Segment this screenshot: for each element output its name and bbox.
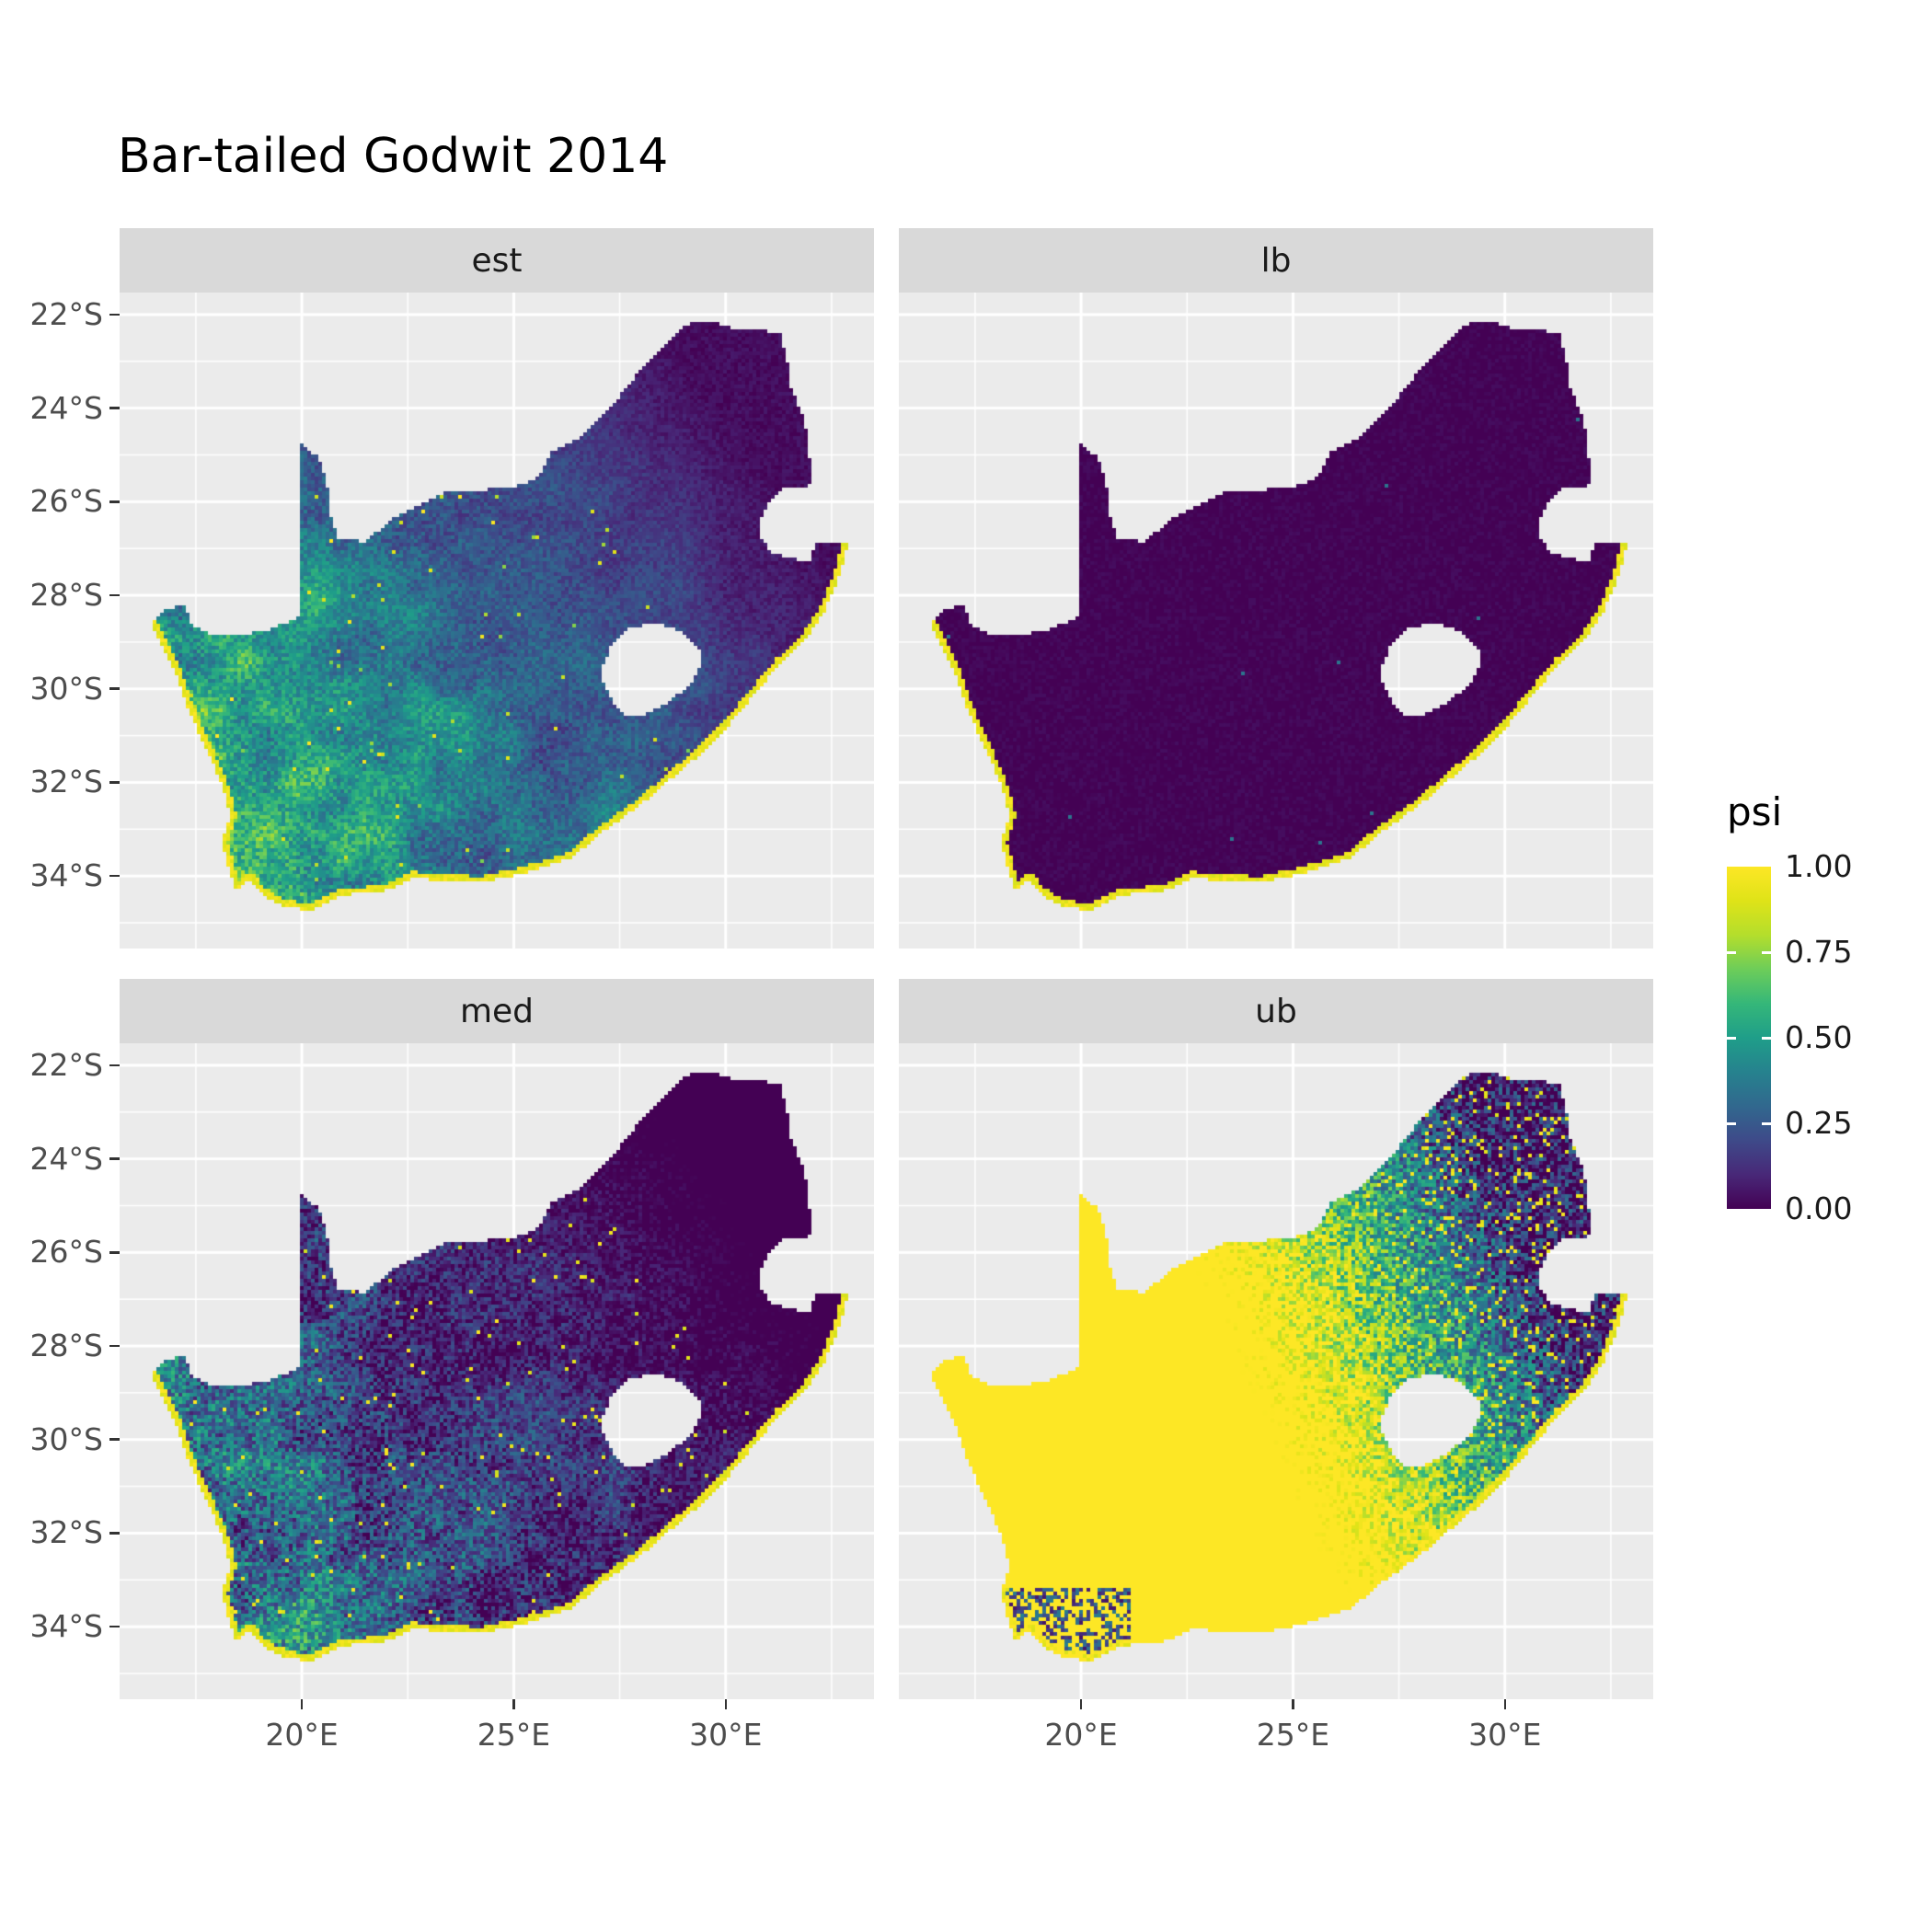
legend-colorbar-tick (1727, 1121, 1736, 1125)
y-tick-label: 34°S (29, 1608, 103, 1645)
x-tick-label: 20°E (1044, 1717, 1118, 1753)
legend-tick-label: 0.50 (1785, 1019, 1853, 1055)
facet-strip-label: est (471, 241, 523, 280)
map-canvas-est (120, 293, 874, 949)
plot-title: Bar-tailed Godwit 2014 (118, 129, 669, 184)
y-tick-label: 22°S (29, 295, 103, 332)
y-tick-label: 28°S (29, 1328, 103, 1364)
facet-strip-med: med (120, 979, 874, 1043)
legend-tick-label: 0.25 (1785, 1105, 1853, 1141)
axis-tick-mark (109, 313, 120, 316)
axis-tick-mark (109, 1438, 120, 1441)
legend-colorbar-tick (1762, 1121, 1771, 1125)
facet-strip-label: lb (1260, 241, 1292, 280)
axis-tick-mark (109, 781, 120, 784)
y-tick-label: 22°S (29, 1046, 103, 1083)
y-tick-label: 32°S (29, 1514, 103, 1551)
axis-tick-mark (1292, 1699, 1294, 1709)
facet-strip-label: ub (1255, 992, 1297, 1030)
x-tick-label: 30°E (689, 1717, 763, 1753)
y-tick-label: 34°S (29, 857, 103, 894)
x-tick-label: 30°E (1468, 1717, 1542, 1753)
axis-tick-mark (512, 1699, 515, 1709)
facet-strip-est: est (120, 228, 874, 293)
y-tick-label: 32°S (29, 764, 103, 800)
legend-tick-label: 0.00 (1785, 1190, 1853, 1226)
axis-tick-mark (109, 1532, 120, 1535)
y-tick-label: 24°S (29, 1140, 103, 1177)
map-canvas-med (120, 1043, 874, 1699)
axis-tick-mark (109, 687, 120, 690)
axis-tick-mark (109, 593, 120, 597)
y-tick-label: 28°S (29, 577, 103, 614)
facet-panel-lb: lb (899, 228, 1653, 949)
x-tick-label: 25°E (477, 1717, 551, 1753)
axis-tick-mark (109, 1344, 120, 1348)
axis-tick-mark (1079, 1699, 1083, 1709)
legend-tick-label: 0.75 (1785, 934, 1853, 970)
facet-strip-label: med (459, 992, 535, 1030)
legend-tick-label: 1.00 (1785, 848, 1853, 884)
map-canvas-lb (899, 293, 1653, 949)
facet-strip-ub: ub (899, 979, 1653, 1043)
facet-panel-ub: ub (899, 979, 1653, 1699)
facet-strip-lb: lb (899, 228, 1653, 293)
x-tick-label: 25°E (1256, 1717, 1330, 1753)
y-tick-label: 30°S (29, 1420, 103, 1457)
axis-tick-mark (300, 1699, 304, 1709)
legend-colorbar-tick (1762, 1036, 1771, 1040)
facet-panel-med: med (120, 979, 874, 1699)
y-tick-label: 26°S (29, 1234, 103, 1271)
axis-tick-mark (724, 1699, 727, 1709)
legend-colorbar-tick (1727, 950, 1736, 954)
axis-tick-mark (109, 500, 120, 503)
y-tick-label: 30°S (29, 670, 103, 707)
axis-tick-mark (109, 407, 120, 409)
axis-tick-mark (1503, 1699, 1506, 1709)
legend-colorbar-tick (1727, 1036, 1736, 1040)
axis-tick-mark (109, 1251, 120, 1254)
axis-tick-mark (109, 1625, 120, 1628)
y-tick-label: 26°S (29, 483, 103, 520)
y-tick-label: 24°S (29, 389, 103, 426)
map-canvas-ub (899, 1043, 1653, 1699)
axis-tick-mark (109, 1157, 120, 1160)
x-tick-label: 20°E (265, 1717, 339, 1753)
legend-title: psi (1727, 789, 1783, 834)
axis-tick-mark (109, 874, 120, 878)
axis-tick-mark (109, 1064, 120, 1067)
legend-colorbar-tick (1762, 950, 1771, 954)
facet-panel-est: est (120, 228, 874, 949)
